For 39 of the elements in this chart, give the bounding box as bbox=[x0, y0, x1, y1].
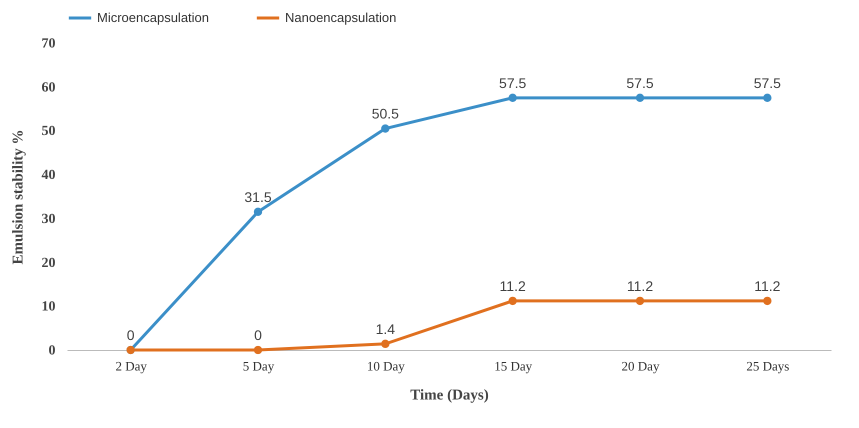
data-label: 0 bbox=[126, 327, 135, 343]
x-tick-label: 25 Days bbox=[746, 358, 790, 374]
y-tick-label: 70 bbox=[42, 36, 56, 52]
x-tick-label: 15 Day bbox=[494, 358, 533, 374]
point bbox=[636, 94, 644, 102]
point bbox=[508, 94, 517, 102]
point bbox=[254, 346, 262, 354]
legend-label: Microencapsulation bbox=[97, 10, 210, 25]
y-tick-label: 60 bbox=[42, 80, 56, 96]
x-tick-label: 20 Day bbox=[622, 358, 660, 374]
point bbox=[763, 94, 772, 102]
point bbox=[763, 296, 772, 306]
y-tick-label: 10 bbox=[42, 300, 56, 315]
data-label: 57.5 bbox=[499, 74, 527, 91]
y-tick-label: 20 bbox=[42, 256, 56, 271]
data-label: 31.5 bbox=[244, 188, 272, 205]
y-tick-label: 50 bbox=[42, 124, 56, 140]
data-label: 11.2 bbox=[754, 278, 781, 294]
data-label: 57.5 bbox=[626, 74, 654, 91]
x-axis-title: Time (Days) bbox=[410, 388, 489, 404]
x-tick-label: 10 Day bbox=[366, 358, 406, 374]
data-label: 11.2 bbox=[626, 278, 654, 294]
x-tick-label: 5 Day bbox=[242, 358, 275, 374]
data-label: 1.4 bbox=[376, 320, 396, 337]
point bbox=[254, 208, 262, 216]
point bbox=[381, 124, 390, 133]
y-tick-label: 40 bbox=[42, 168, 56, 184]
point bbox=[381, 340, 390, 348]
data-label: 11.2 bbox=[500, 278, 526, 294]
y-tick-label: 0 bbox=[48, 344, 56, 358]
data-label: 50.5 bbox=[372, 106, 400, 122]
y-axis-title: Emulsion stability % bbox=[10, 129, 26, 265]
data-label: 0 bbox=[254, 327, 262, 343]
x-tick-label: 2 Day bbox=[115, 358, 148, 374]
data-label: 57.5 bbox=[754, 74, 782, 91]
y-tick-label: 30 bbox=[42, 212, 56, 227]
legend-label: Nanoencapsulation bbox=[285, 10, 396, 25]
point bbox=[636, 296, 644, 306]
point bbox=[508, 296, 517, 306]
